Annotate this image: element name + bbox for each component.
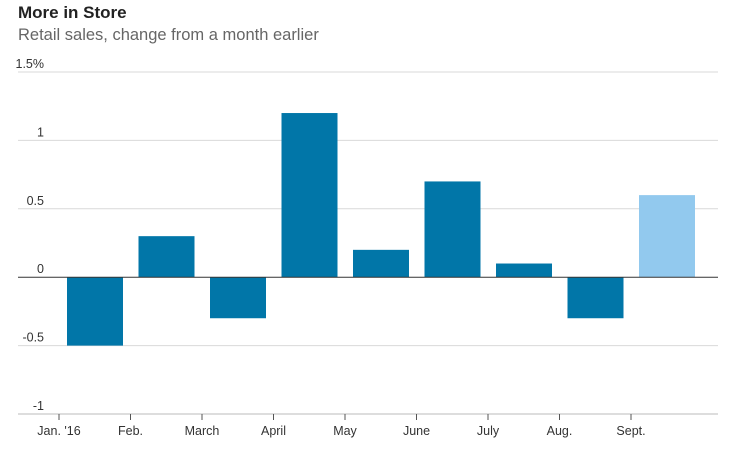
x-tick-label: March bbox=[185, 424, 220, 438]
bar bbox=[424, 181, 481, 278]
y-tick-label: -1 bbox=[33, 399, 44, 413]
y-tick-label: 1 bbox=[37, 125, 44, 139]
gridlines: 1.5% 1 0.5 0 -0.5 -1 bbox=[16, 57, 718, 415]
bar bbox=[496, 263, 552, 278]
bars bbox=[67, 113, 695, 346]
bar bbox=[67, 277, 123, 346]
x-tick-label: July bbox=[477, 424, 500, 438]
bar bbox=[639, 195, 695, 278]
chart-title: More in Store bbox=[18, 3, 127, 22]
bar bbox=[281, 113, 338, 278]
y-tick-label: 0.5 bbox=[27, 194, 44, 208]
y-tick-label: -0.5 bbox=[22, 331, 44, 345]
x-tick-label: Jan. '16 bbox=[37, 424, 80, 438]
bar bbox=[138, 236, 195, 278]
bar bbox=[353, 249, 409, 278]
x-tick-label: June bbox=[403, 424, 430, 438]
chart-subtitle: Retail sales, change from a month earlie… bbox=[18, 26, 319, 44]
x-tick-label: Aug. bbox=[547, 424, 573, 438]
y-tick-label: 1.5% bbox=[16, 57, 45, 71]
bar bbox=[567, 277, 624, 319]
x-tick-label: April bbox=[261, 424, 286, 438]
y-tick-label: 0 bbox=[37, 262, 44, 276]
bar bbox=[210, 277, 266, 319]
x-axis: Jan. '16 Feb. March April May June July Aug. Sep… bbox=[18, 413, 718, 438]
x-tick-label: May bbox=[333, 424, 357, 438]
x-tick-label: Sept. bbox=[616, 424, 645, 438]
x-tick-label: Feb. bbox=[118, 424, 143, 438]
